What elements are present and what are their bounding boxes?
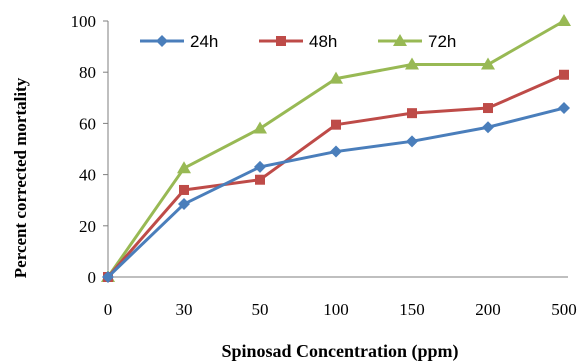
series-layer <box>101 14 571 283</box>
series-48h <box>103 69 569 282</box>
y-tick-label: 40 <box>79 166 96 185</box>
legend-item-72h: 72h <box>378 32 456 51</box>
y-tick-labels: 0 20 40 60 80 100 <box>71 12 97 287</box>
legend-marker <box>156 35 168 47</box>
x-tick-label: 0 <box>104 300 113 319</box>
series-line-24h <box>106 106 565 279</box>
data-point-48h <box>255 174 265 185</box>
data-point-24h <box>178 198 190 211</box>
data-point-72h <box>557 14 571 26</box>
data-point-48h <box>331 119 341 130</box>
data-point-48h <box>179 184 189 195</box>
x-tick-label: 50 <box>252 300 269 319</box>
series-24h <box>102 102 570 283</box>
data-point-48h <box>559 69 569 80</box>
data-point-24h <box>102 271 114 283</box>
data-point-72h <box>481 57 495 70</box>
data-point-72h <box>405 57 419 70</box>
data-point-24h <box>482 121 494 134</box>
y-tick-label: 0 <box>88 268 97 287</box>
x-tick-label: 200 <box>475 300 501 319</box>
data-point-48h <box>407 108 417 119</box>
y-tick-label: 60 <box>79 114 96 133</box>
legend-item-48h: 48h <box>259 32 337 51</box>
legend-label: 72h <box>428 32 456 51</box>
legend-label: 48h <box>309 32 337 51</box>
data-point-24h <box>254 160 266 173</box>
x-tick-label: 500 <box>551 300 577 319</box>
legend-label: 24h <box>190 32 218 51</box>
data-point-72h <box>253 121 267 134</box>
data-point-72h <box>329 71 343 84</box>
legend-item-24h: 24h <box>140 32 218 51</box>
y-tick-label: 80 <box>79 63 96 82</box>
legend: 24h 48h 72h <box>140 32 456 51</box>
x-axis-label: Spinosad Concentration (ppm) <box>221 341 458 362</box>
legend-marker <box>393 34 407 46</box>
data-point-72h <box>177 161 191 174</box>
y-axis-label: Percent corrected mortality <box>11 77 30 278</box>
data-point-48h <box>483 103 493 114</box>
data-point-24h <box>558 102 570 115</box>
y-tick-label: 20 <box>79 217 96 236</box>
legend-marker <box>276 36 286 46</box>
chart-axes <box>103 20 568 278</box>
x-tick-label: 100 <box>323 300 349 319</box>
x-tick-label: 30 <box>176 300 193 319</box>
y-tick-label: 100 <box>71 12 97 31</box>
x-tick-labels: 0 30 50 100 150 200 500 <box>104 300 577 319</box>
x-tick-label: 150 <box>399 300 425 319</box>
series-line-48h <box>106 73 565 278</box>
data-point-24h <box>330 145 342 158</box>
data-point-24h <box>406 135 418 148</box>
